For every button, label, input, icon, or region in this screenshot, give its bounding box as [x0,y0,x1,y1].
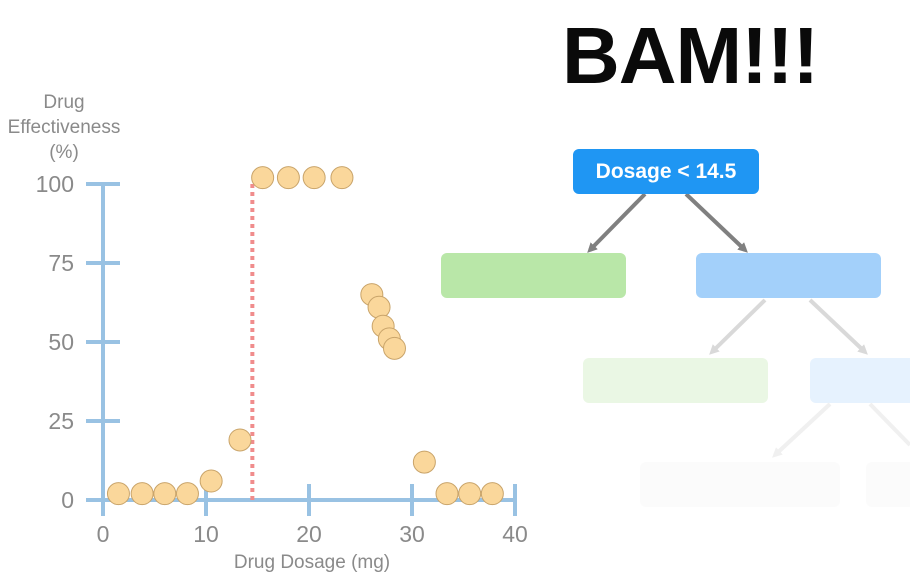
tree-node-level2-right [810,358,910,403]
tree-node-right [696,253,881,298]
y-axis-label-line-1: Drug [43,92,85,113]
data-point [435,482,459,506]
x-tick-label: 30 [399,521,425,547]
data-point [276,166,300,190]
tree-arrow-level2-left [709,298,767,355]
tree-arrow-left [587,192,647,253]
data-point [412,450,436,474]
data-point [382,336,406,360]
data-points [106,166,504,506]
x-tick-label: 0 [97,521,110,547]
tree-root-node: Dosage < 14.5 [573,149,759,194]
y-tick-label: 50 [48,329,74,355]
data-point [302,166,326,190]
tree-node-level3-right [866,462,910,507]
tree-arrow-level2-right [808,298,868,355]
tree-node-level2-left [583,358,768,403]
tree-arrow-right [684,192,748,253]
y-tick-label: 100 [36,171,74,197]
data-point [458,482,482,506]
y-tick-label: 25 [48,408,74,434]
x-tick-label: 20 [296,521,322,547]
y-axis-label: Drug Effectiveness (%) [0,90,128,165]
data-point [228,428,252,452]
headline: BAM!!! [562,11,819,100]
tree-arrow-level3-left [772,402,832,458]
tree-node-left [441,253,626,298]
y-axis-label-line-2: Effectiveness [7,117,121,138]
data-point [130,482,154,506]
data-point [330,166,354,190]
tree-arrow-level3-right [868,402,910,447]
data-point [153,482,177,506]
data-point [251,166,275,190]
y-tick-label: 0 [61,487,74,513]
x-axis-label: Drug Dosage (mg) [234,552,390,573]
tree-node-level3-left [640,462,840,507]
x-tick-label: 40 [502,521,528,547]
y-tick-label: 75 [48,250,74,276]
data-point [175,482,199,506]
y-axis-label-line-3: (%) [49,142,79,163]
data-point [480,482,504,506]
data-point [199,469,223,493]
x-tick-label: 10 [193,521,219,547]
data-point [106,482,130,506]
